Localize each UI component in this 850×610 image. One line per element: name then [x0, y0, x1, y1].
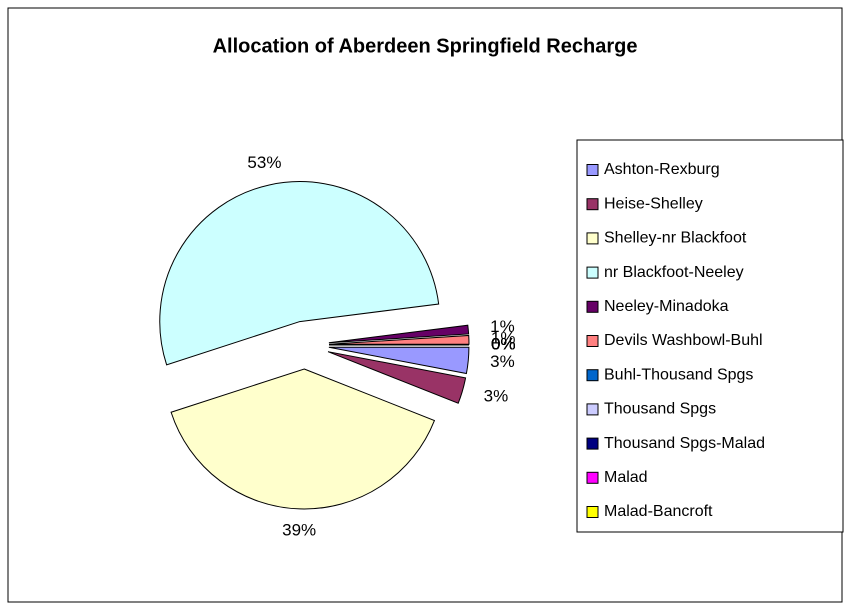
legend-label: Thousand Spgs-Malad — [604, 435, 765, 452]
legend-label: Shelley-nr Blackfoot — [604, 230, 747, 247]
legend-label: Buhl-Thousand Spgs — [604, 366, 753, 383]
legend-swatch — [586, 471, 599, 484]
legend-label: Malad — [604, 469, 648, 486]
slice-label: 0% — [491, 334, 516, 353]
legend-label: Thousand Spgs — [604, 401, 716, 418]
slice-label: 0% — [491, 334, 516, 353]
legend-swatch — [586, 369, 599, 382]
pie-slice — [328, 324, 470, 344]
legend-swatch — [586, 506, 599, 518]
legend-swatch — [586, 403, 599, 416]
slice-label: 3% — [484, 386, 509, 405]
slice-label: 1% — [490, 317, 515, 336]
pie-slice — [328, 346, 470, 375]
pie-slice — [170, 368, 436, 510]
chart-title: Allocation of Aberdeen Springfield Recha… — [213, 35, 638, 57]
slice-label: 0% — [491, 334, 516, 353]
legend-swatch — [586, 232, 599, 245]
slice-label: 53% — [247, 153, 281, 172]
legend-swatch — [586, 266, 599, 279]
legend-box — [576, 139, 844, 533]
legend-swatch — [586, 300, 599, 313]
slice-label: 0% — [491, 334, 516, 353]
slice-label: 1% — [491, 329, 516, 348]
legend-label: nr Blackfoot-Neeley — [604, 264, 744, 281]
pie-slice — [328, 334, 470, 345]
pie-slice — [159, 181, 440, 366]
legend-swatch — [586, 437, 599, 450]
legend-label: Devils Washbowl-Buhl — [604, 332, 763, 349]
legend-swatch — [586, 164, 599, 176]
slice-label: 3% — [490, 352, 515, 371]
slice-label: 39% — [282, 520, 316, 539]
legend-label: Malad-Bancroft — [604, 503, 713, 520]
legend-label: Heise-Shelley — [604, 195, 703, 212]
legend-swatch — [586, 335, 599, 347]
legend-label: Neeley-Minadoka — [604, 298, 729, 315]
legend-label: Ashton-Rexburg — [604, 161, 720, 178]
legend-swatch — [586, 198, 599, 211]
pie-slice — [327, 351, 467, 404]
slice-label: 0% — [491, 334, 516, 353]
